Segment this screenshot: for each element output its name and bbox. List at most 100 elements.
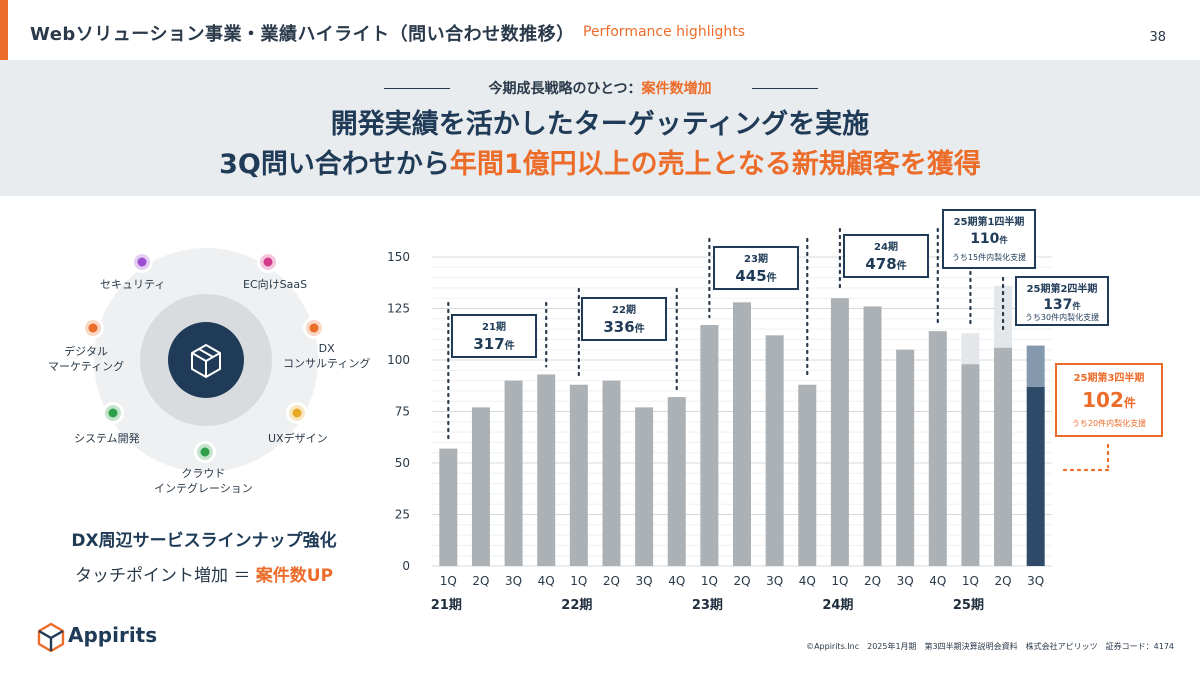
bar-18 xyxy=(994,347,1013,566)
headline2-highlight: 年間1億円以上の売上となる新規顧客を獲得 xyxy=(449,149,981,180)
page-subtitle: Performance highlights xyxy=(583,24,746,40)
headline2-prefix: 3Q問い合わせから xyxy=(219,149,450,180)
bar-11 xyxy=(765,335,784,566)
x-tick-label: 1Q xyxy=(831,574,848,588)
quarter-callout-value: 102件 xyxy=(1082,388,1136,412)
year-label: 24期 xyxy=(822,598,853,613)
bar-support-19 xyxy=(1026,345,1045,387)
box-icon xyxy=(191,344,221,378)
service-dot-system-dev xyxy=(108,408,118,418)
x-tick-label: 3Q xyxy=(505,574,522,588)
kicker-highlight: 案件数増加 xyxy=(641,81,712,97)
quarter-callout-value: 110件 xyxy=(970,231,1008,247)
page-number: 38 xyxy=(1149,30,1166,45)
service-dot-dx-consulting xyxy=(309,323,319,333)
service-label-dx-consulting: DX コンサルティング xyxy=(283,342,371,370)
bar-8 xyxy=(667,397,686,566)
inquiry-bar-chart: 0 25 50 75 100 125 150 1Q 2Q 3Q 4Q 1Q 2Q 3Q 4Q 1Q 2Q 3Q 4Q… xyxy=(387,209,1163,613)
kicker-rule-right xyxy=(752,88,818,89)
bar-2 xyxy=(471,407,490,566)
x-tick-label: 1Q xyxy=(962,574,979,588)
x-tick-label: 4Q xyxy=(538,574,555,588)
x-axis: 1Q 2Q 3Q 4Q 1Q 2Q 3Q 4Q 1Q 2Q 3Q 4Q 1Q 2Q 3Q 4Q 1Q 2Q 3Q 21… xyxy=(431,574,1044,613)
bar-15 xyxy=(896,349,915,566)
quarter-callout-value: 137件 xyxy=(1043,297,1081,313)
service-dot-ux-design xyxy=(292,408,302,418)
x-tick-label: 3Q xyxy=(1027,574,1044,588)
lineup-title: DX周辺サービスラインナップ強化 xyxy=(71,531,337,551)
appirits-logo-text: Appirits xyxy=(68,623,158,647)
annual-total-label: 23期 xyxy=(744,252,768,265)
quarter-callout-note: うち30件内製化支援 xyxy=(1025,312,1099,322)
y-tick-label: 125 xyxy=(387,302,410,316)
service-wheel xyxy=(82,248,325,472)
annual-total-value: 478件 xyxy=(865,255,906,273)
year-label: 21期 xyxy=(431,598,462,613)
annual-total-label: 21期 xyxy=(482,320,506,333)
lineup-subtitle: タッチポイント増加 ＝ 案件数UP xyxy=(0,561,408,586)
annual-total-box xyxy=(843,234,929,278)
lineup-sub-highlight: 案件数UP xyxy=(255,566,334,586)
page-title: Webソリューション事業・業績ハイライト（問い合わせ数推移） xyxy=(30,24,575,45)
headline-line1: 開発実績を活かしたターゲッティングを実施 xyxy=(330,109,870,140)
headline-banner xyxy=(0,60,1200,196)
bar-9 xyxy=(700,324,719,566)
annual-total-value: 317件 xyxy=(473,335,514,353)
bar-10 xyxy=(733,302,751,566)
service-dot-ec-saas xyxy=(263,257,273,267)
bar-1 xyxy=(439,448,458,566)
x-tick-label: 1Q xyxy=(701,574,718,588)
annual-total-label: 22期 xyxy=(612,303,636,316)
annual-total-box xyxy=(581,297,667,341)
x-tick-label: 2Q xyxy=(472,574,489,588)
kicker-rule-left xyxy=(384,88,450,89)
quarter-callout-title: 25期第3四半期 xyxy=(1074,371,1145,384)
y-tick-label: 0 xyxy=(402,559,410,573)
annual-total-box xyxy=(451,314,537,358)
annual-total-value: 336件 xyxy=(603,318,644,336)
y-tick-label: 75 xyxy=(395,405,410,419)
quarter-callout-box xyxy=(942,209,1036,269)
y-tick-label: 25 xyxy=(395,508,410,522)
bar-19 xyxy=(1026,386,1045,566)
bar-12 xyxy=(798,384,817,566)
bar-5 xyxy=(569,384,588,566)
annual-totals: 21期 317件 22期 336件 23期 445件 24期 478件 xyxy=(447,227,939,442)
quarter-callout-title: 25期第2四半期 xyxy=(1027,282,1098,295)
x-tick-label: 3Q xyxy=(766,574,783,588)
annual-total-box xyxy=(713,246,799,290)
annual-total-label: 24期 xyxy=(874,240,898,253)
quarter-callout-note: うち15件内製化支援 xyxy=(952,252,1026,262)
service-label-ec-saas: EC向けSaaS xyxy=(243,278,308,291)
quarter-callout-note: うち20件内製化支援 xyxy=(1072,418,1146,428)
footer-copyright: ©Appirits.Inc 2025年1月期 第3四半期決算説明会資料 株式会社… xyxy=(806,642,1174,651)
bar-support-17 xyxy=(961,333,980,365)
x-tick-label: 2Q xyxy=(995,574,1012,588)
x-tick-label: 3Q xyxy=(897,574,914,588)
y-tick-label: 150 xyxy=(387,250,410,264)
annual-total-value: 445件 xyxy=(735,267,776,285)
year-label: 22期 xyxy=(561,598,592,613)
service-label-cloud-integration: クラウド インテグレーション xyxy=(154,467,253,495)
lineup-sub-prefix: タッチポイント増加 ＝ xyxy=(74,566,256,586)
x-tick-label: 4Q xyxy=(929,574,946,588)
bar-3 xyxy=(504,380,523,566)
bar-17 xyxy=(961,364,980,566)
y-tick-label: 100 xyxy=(387,353,410,367)
bar-4 xyxy=(537,374,556,566)
bar-6 xyxy=(602,380,621,566)
year-label: 25期 xyxy=(953,598,984,613)
headline-line2: 3Q問い合わせから年間1億円以上の売上となる新規顧客を獲得 xyxy=(0,142,1200,181)
x-tick-label: 4Q xyxy=(799,574,816,588)
x-tick-label: 2Q xyxy=(603,574,620,588)
service-label-security: セキュリティ xyxy=(100,278,166,291)
year-label: 23期 xyxy=(692,598,723,613)
appirits-logo-icon xyxy=(37,622,65,652)
service-label-digital-marketing: デジタル マーケティング xyxy=(48,345,125,373)
x-tick-label: 3Q xyxy=(636,574,653,588)
bar-support-18 xyxy=(994,285,1013,348)
quarter-callout-box xyxy=(1015,276,1109,326)
x-tick-label: 1Q xyxy=(440,574,457,588)
service-label-ux-design: UXデザイン xyxy=(268,432,328,445)
